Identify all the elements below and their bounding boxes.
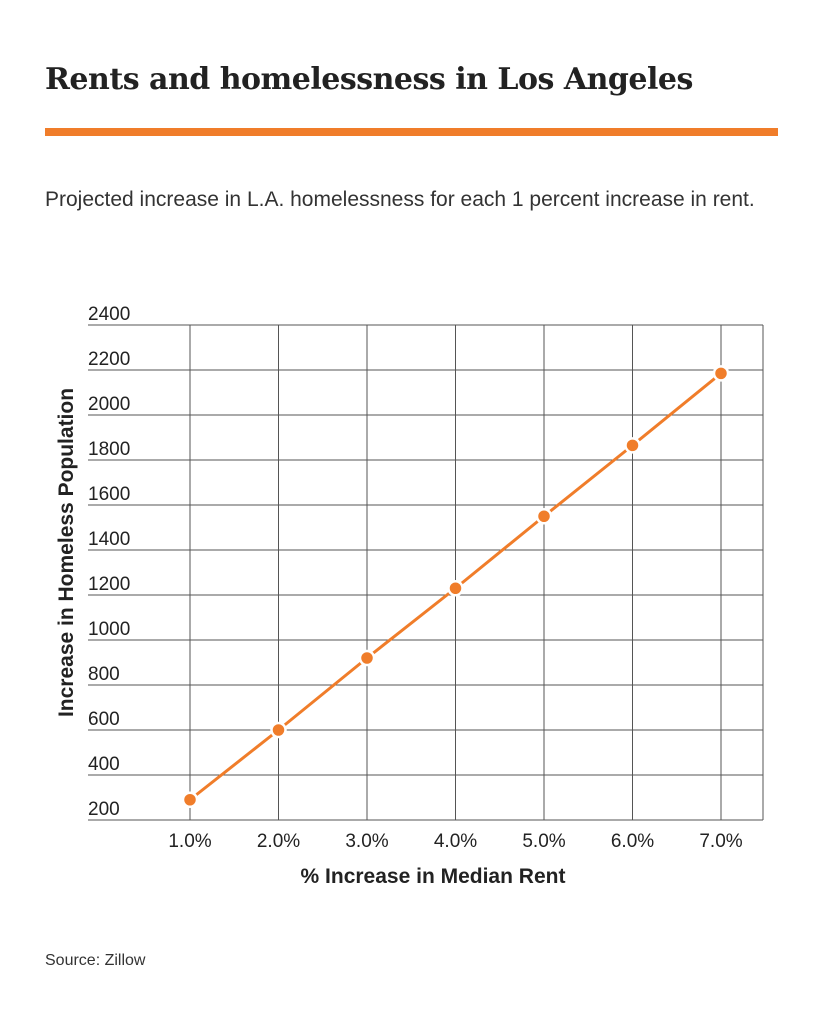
data-point [712,365,730,382]
y-tick-label: 1800 [88,439,130,460]
source-note: Source: Zillow [45,952,146,969]
x-tick-label: 6.0% [611,831,654,852]
data-point [358,649,376,667]
data-point [447,580,464,597]
x-axis-label: % Increase in Median Rent [301,865,566,888]
y-axis-label: Increase in Homeless Population [55,388,78,717]
y-tick-label: 200 [88,799,120,820]
y-tick-label: 1600 [88,484,130,505]
y-tick-label: 2000 [88,394,130,415]
data-point [624,437,641,454]
x-tick-label: 7.0% [699,831,742,852]
x-tick-label: 5.0% [522,831,565,852]
y-tick-label: 600 [88,709,120,730]
x-tick-label: 2.0% [257,831,300,852]
y-tick-label: 400 [88,754,120,775]
data-points [181,365,730,808]
y-tick-label: 1200 [88,574,130,595]
data-point [270,721,287,739]
chart-grid [88,324,764,821]
y-tick-label: 1000 [88,619,130,640]
chart-subtitle: Projected increase in L.A. homelessness … [45,188,755,211]
x-tick-label: 3.0% [345,831,388,852]
title-underline [45,128,778,136]
y-tick-label: 800 [88,664,120,685]
y-axis-ticks: 200 400 600 800 1000 1200 1400 1600 1800 2000 2200… [88,304,130,820]
chart-title: Rents and homelessness in Los Angeles [45,62,693,97]
x-tick-label: 1.0% [168,831,211,852]
data-point [535,508,553,525]
y-tick-label: 2200 [88,349,130,370]
data-point [181,791,199,808]
y-tick-label: 1400 [88,529,130,550]
x-tick-label: 4.0% [434,831,477,852]
y-tick-label: 2400 [88,304,130,325]
x-axis-ticks: 1.0% 2.0% 3.0% 4.0% 5.0% 6.0% 7.0% [168,831,742,852]
